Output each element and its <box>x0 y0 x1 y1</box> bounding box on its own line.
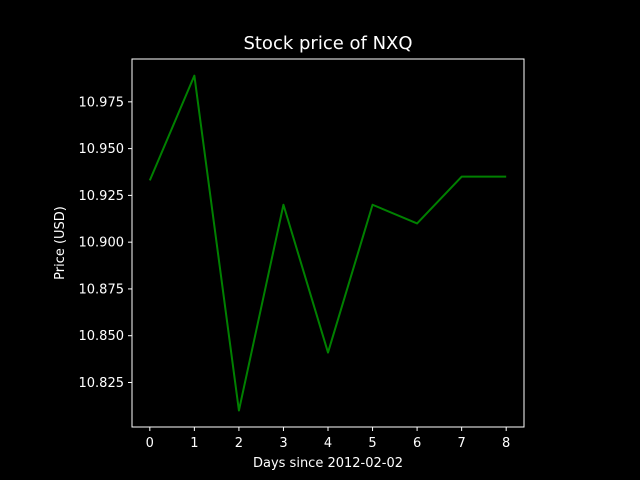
y-tick-label: 10.900 <box>79 236 125 251</box>
y-tick-label: 10.925 <box>79 189 125 204</box>
x-axis: 0 1 2 3 4 5 6 7 8 <box>146 427 510 451</box>
y-tick-label: 10.975 <box>79 95 125 110</box>
x-tick-label: 2 <box>235 436 243 451</box>
x-tick-label: 1 <box>190 436 198 451</box>
x-tick-label: 0 <box>146 436 154 451</box>
plot-area <box>148 74 507 412</box>
x-tick-label: 5 <box>368 436 376 451</box>
x-tick-label: 3 <box>279 436 287 451</box>
y-axis-label: Price (USD) <box>53 206 68 280</box>
x-tick-label: 7 <box>457 436 465 451</box>
y-tick-label: 10.950 <box>79 142 125 157</box>
chart-title: Stock price of NXQ <box>243 33 412 54</box>
series-line-0 <box>148 74 507 412</box>
y-tick-label: 10.850 <box>79 329 125 344</box>
x-tick-label: 4 <box>324 436 332 451</box>
x-axis-label: Days since 2012-02-02 <box>253 456 403 471</box>
x-tick-label: 8 <box>502 436 510 451</box>
y-tick-label: 10.825 <box>79 376 125 391</box>
y-axis: 10.825 10.850 10.875 10.900 10.925 10.950 10.9… <box>79 95 132 391</box>
x-tick-label: 6 <box>413 436 421 451</box>
y-tick-label: 10.875 <box>79 282 125 297</box>
